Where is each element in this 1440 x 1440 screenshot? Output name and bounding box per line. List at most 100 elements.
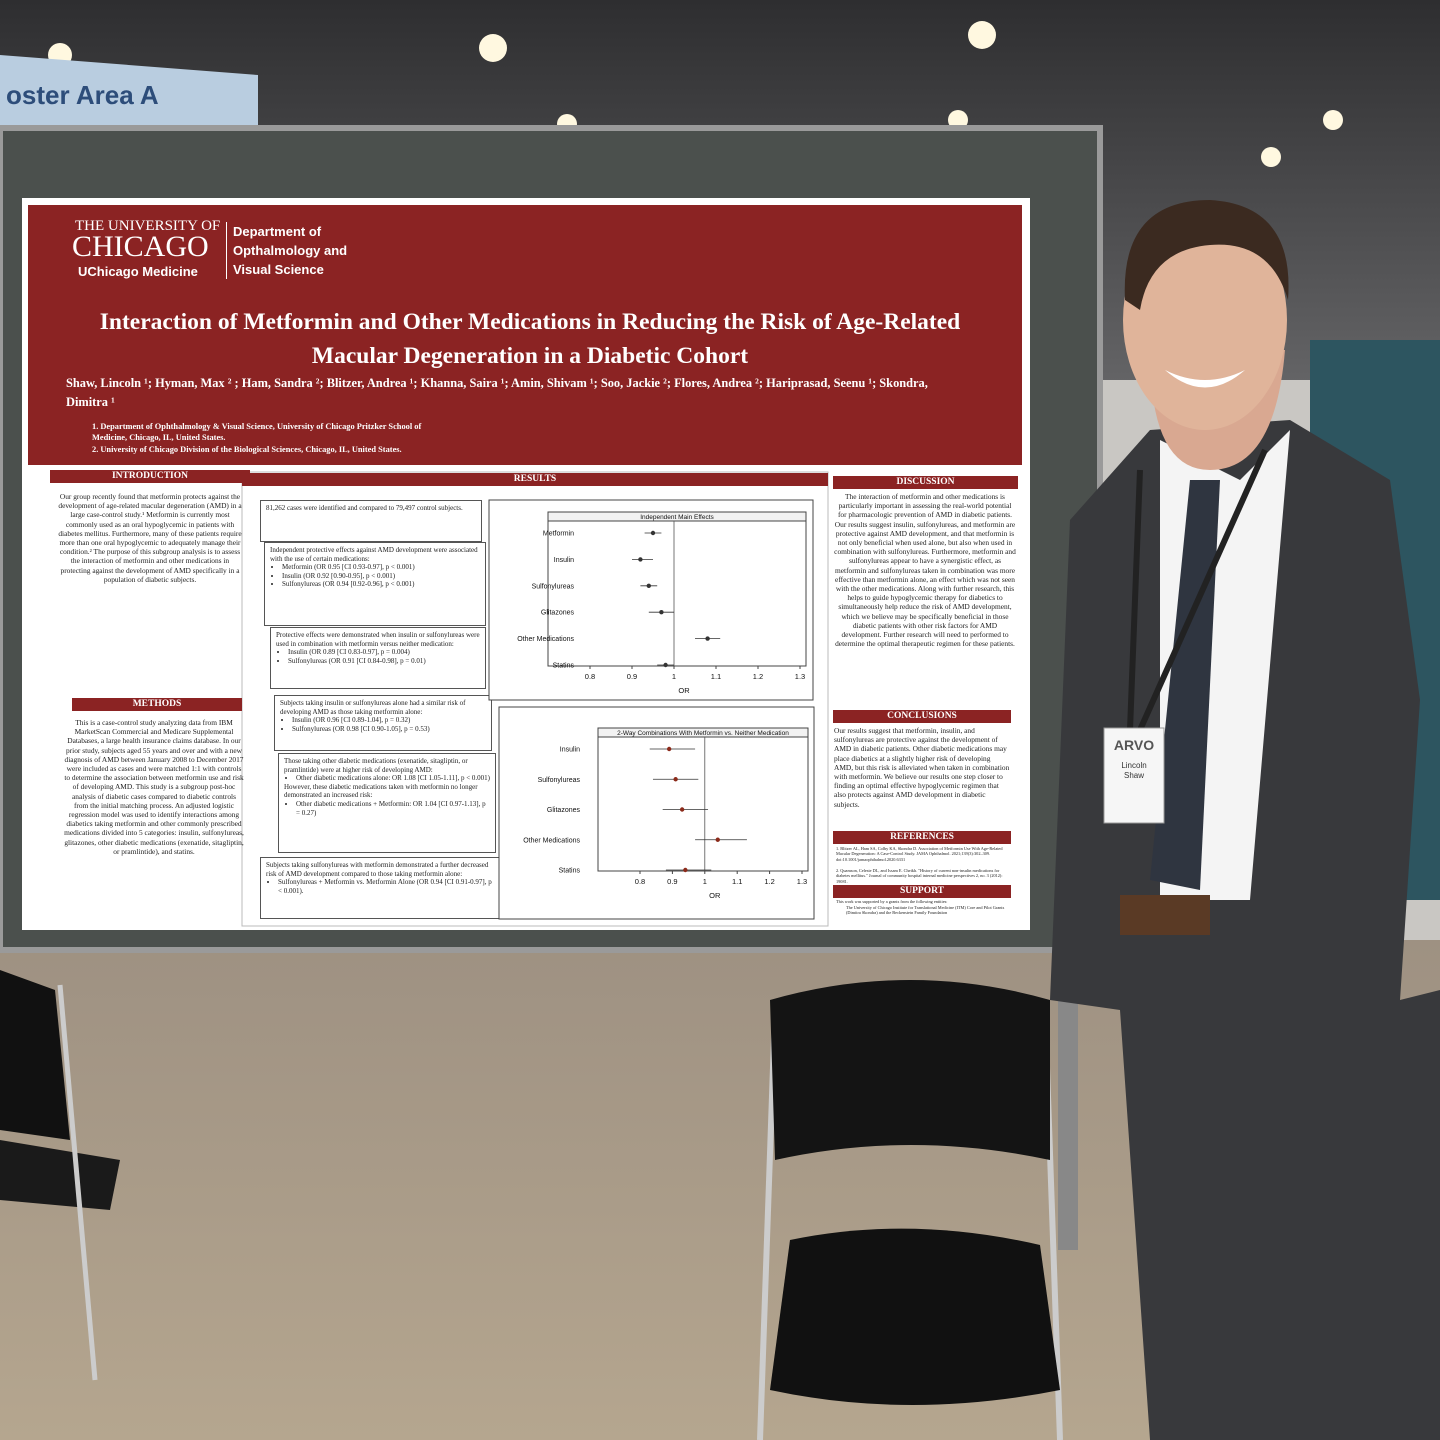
result-box: Protective effects were demonstrated whe…	[270, 627, 486, 689]
sign	[0, 55, 258, 130]
category-label: Other Medications	[523, 837, 580, 844]
x-tick-label: 0.8	[635, 877, 645, 886]
point-estimate	[715, 837, 720, 842]
poster-header	[28, 205, 1022, 465]
result-box: Independent protective effects against A…	[264, 542, 486, 626]
x-tick-label: 0.8	[585, 672, 595, 681]
point-estimate	[650, 530, 656, 536]
x-axis-label: OR	[678, 686, 690, 695]
x-tick-label: 1.1	[732, 877, 742, 886]
reference: 2. Quamson, Celeste DL, and Issam E. Che…	[836, 868, 1003, 884]
badge-brand: ARVO	[1114, 737, 1154, 753]
uc-chicago: CHICAGO	[72, 230, 209, 263]
support-bullet: The University of Chicago Institute for …	[846, 905, 1005, 916]
category-label: Sulfonylureas	[538, 777, 581, 784]
bullet: Insulin (OR 0.92 [0.90-0.95], p < 0.001)	[282, 572, 480, 581]
plot-frame	[498, 706, 815, 920]
plot-title-bar	[547, 511, 807, 522]
point-estimate	[638, 557, 643, 562]
affiliation: 1. Department of Ophthalmology & Visual …	[92, 422, 422, 442]
x-tick-label: 0.9	[627, 672, 637, 681]
bullet: Insulin (OR 0.96 [CI 0.89-1.04], p = 0.3…	[292, 716, 486, 725]
board-leg	[1058, 950, 1078, 1250]
section-heading: INTRODUCTION	[50, 470, 250, 483]
x-tick-label: 1	[703, 877, 707, 886]
result-box: Subjects taking insulin or sulfonylureas…	[274, 695, 492, 751]
uc-university: THE UNIVERSITY OF	[75, 218, 221, 234]
bullet: Insulin (OR 0.89 [CI 0.83-0.97], p = 0.0…	[288, 648, 480, 657]
x-tick-label: 1.2	[753, 672, 763, 681]
bullet-list: Insulin (OR 0.89 [CI 0.83-0.97], p = 0.0…	[276, 648, 480, 665]
reference: 1. Blitzer AL, Ham SA, Colby KA, Skondra…	[836, 846, 1003, 862]
x-axis-label: OR	[709, 891, 721, 900]
conclusions-text: Our results suggest that metformin, insu…	[834, 726, 1010, 809]
x-tick-label: 1.2	[764, 877, 774, 886]
result-box: 81,262 cases were identified and compare…	[260, 500, 482, 542]
x-tick-label: 1.3	[797, 877, 807, 886]
sign-text: oster Area A	[6, 80, 159, 110]
point-estimate	[673, 777, 678, 782]
bullet: Other diabetic medications + Metformin: …	[296, 800, 490, 817]
result-box: Those taking other diabetic medications …	[278, 753, 496, 853]
point-estimate	[663, 662, 668, 668]
authors: Shaw, Lincoln ¹; Hyman, Max ² ; Ham, San…	[66, 376, 928, 409]
result-text: Protective effects were demonstrated whe…	[276, 631, 480, 648]
badge-first: Lincoln	[1121, 761, 1146, 770]
x-tick-label: 0.9	[667, 877, 677, 886]
category-label: Sulfonylureas	[532, 583, 575, 590]
point-estimate	[646, 583, 651, 588]
section-heading: METHODS	[72, 698, 242, 711]
bullet: Sulfonylureas (OR 0.98 [CI 0.90-1.05], p…	[292, 725, 486, 734]
bullet-list: Other diabetic medications + Metformin: …	[284, 800, 490, 817]
bullet-list: Insulin (OR 0.96 [CI 0.89-1.04], p = 0.3…	[280, 716, 486, 733]
bullet-list: Metformin (OR 0.95 [CI 0.93-0.97], p < 0…	[270, 563, 480, 589]
x-tick-label: 1	[672, 672, 676, 681]
x-tick-label: 1.3	[795, 672, 805, 681]
plot-title: Independent Main Effects	[640, 514, 714, 521]
result-text: Subjects taking sulfonylureas with metfo…	[266, 861, 489, 878]
support-text: This work was supported by a grants from…	[836, 899, 948, 904]
category-label: Insulin	[554, 557, 574, 564]
category-label: Metformin	[543, 531, 574, 538]
methods-text: This is a case-control study analyzing d…	[64, 718, 244, 856]
result-text: However, these diabetic medications take…	[284, 782, 478, 800]
bullet-list: Sulfonylureas + Metformin vs. Metformin …	[266, 878, 494, 895]
result-text: 81,262 cases were identified and compare…	[266, 504, 463, 512]
result-text: Independent protective effects against A…	[270, 546, 478, 563]
category-label: Other Medications	[517, 636, 574, 643]
poster-title: Interaction of Metformin and Other Medic…	[99, 309, 961, 369]
discussion-text: The interaction of metformin and other m…	[834, 492, 1016, 649]
point-estimate	[659, 610, 664, 615]
point-estimate	[705, 636, 710, 641]
point-estimate	[666, 746, 672, 752]
category-label: Statins	[559, 868, 581, 875]
section-heading: DISCUSSION	[833, 476, 1018, 489]
section-heading: SUPPORT	[833, 885, 1011, 898]
bullet-list: Other diabetic medications alone: OR 1.0…	[284, 774, 490, 783]
intro-text: Our group recently found that metformin …	[58, 492, 242, 584]
section-heading: REFERENCES	[833, 831, 1011, 844]
department: Department of Opthalmology and Visual Sc…	[226, 222, 373, 279]
chair	[757, 980, 1063, 1440]
affiliation: 2. University of Chicago Division of the…	[92, 445, 402, 454]
x-tick-label: 1.1	[711, 672, 721, 681]
bullet: Sulfonylureas (OR 0.94 [0.92-0.96], p < …	[282, 580, 480, 589]
person: ARVO Lincoln Shaw	[1050, 200, 1440, 1440]
result-text: Subjects taking insulin or sulfonylureas…	[280, 699, 466, 716]
uc-medicine: UChicago Medicine	[78, 264, 198, 279]
bullet: Sulfonylureas (OR 0.91 [CI 0.84-0.98], p…	[288, 657, 480, 666]
point-estimate	[683, 867, 688, 873]
bullet: Sulfonylureas + Metformin vs. Metformin …	[278, 878, 494, 895]
category-label: Glitazones	[547, 807, 581, 814]
point-estimate	[679, 807, 685, 812]
category-label: Glitazones	[541, 610, 575, 617]
badge-last: Shaw	[1124, 771, 1144, 780]
plot-title: 2-Way Combinations With Metformin vs. Ne…	[617, 730, 789, 737]
plot-title-bar	[597, 727, 809, 738]
bullet: Metformin (OR 0.95 [CI 0.93-0.97], p < 0…	[282, 563, 480, 572]
left-chair	[0, 970, 120, 1381]
plot-frame	[488, 499, 814, 701]
section-heading: CONCLUSIONS	[833, 710, 1011, 723]
